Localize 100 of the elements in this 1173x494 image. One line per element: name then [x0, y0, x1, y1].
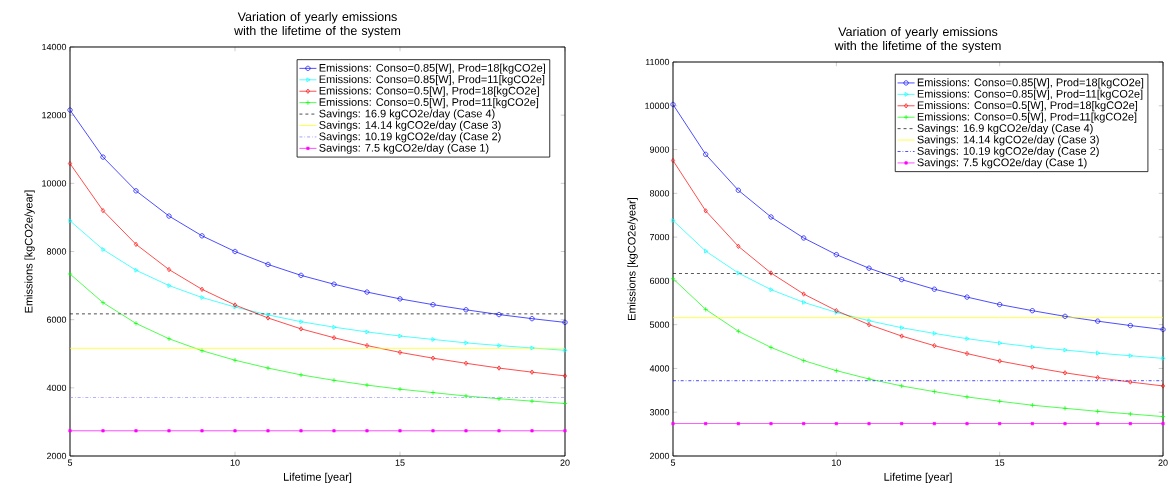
point [332, 324, 337, 330]
point [133, 320, 139, 326]
point [134, 241, 138, 247]
point [1030, 364, 1035, 370]
point [134, 429, 138, 433]
point [833, 252, 839, 258]
point [364, 382, 370, 388]
point [932, 422, 936, 426]
point [1030, 422, 1034, 426]
point [298, 372, 304, 378]
point [398, 333, 403, 339]
point [965, 422, 969, 426]
point [497, 429, 501, 433]
point [233, 429, 237, 433]
point [801, 235, 807, 241]
point [1063, 422, 1067, 426]
point [735, 187, 741, 193]
point [464, 360, 468, 366]
point [1029, 308, 1035, 314]
y-tick-label: 8000 [46, 248, 67, 255]
y-tick-label: 6000 [46, 316, 67, 323]
x-tick-label: 20 [560, 459, 570, 466]
point [134, 267, 139, 273]
point [200, 286, 204, 292]
point [932, 331, 937, 336]
point [530, 369, 534, 375]
point [997, 398, 1003, 404]
point [496, 312, 502, 318]
legend-label: Savings: 16.9 kgCO2e/day (Case 4) [917, 123, 1093, 135]
y-tick-label: 2000 [46, 452, 67, 460]
point [866, 265, 872, 271]
point [900, 422, 904, 426]
point [998, 340, 1003, 346]
point [332, 429, 336, 433]
point [398, 349, 402, 355]
point [101, 247, 106, 252]
point [671, 422, 675, 426]
point [1161, 422, 1165, 426]
point [899, 277, 905, 283]
point [365, 429, 369, 433]
point [932, 343, 937, 349]
point [736, 243, 741, 249]
x-tick-label: 10 [230, 459, 240, 466]
point [1128, 379, 1133, 385]
point [899, 383, 905, 389]
point [167, 283, 172, 288]
point [530, 429, 534, 433]
legend-label: Savings: 10.19 kgCO2e/day (Case 2) [319, 132, 501, 143]
point [331, 281, 337, 287]
legend-label: Savings: 14.14 kgCO2e/day (Case 3) [917, 135, 1099, 146]
point [463, 307, 469, 313]
point [101, 208, 105, 214]
point [200, 429, 204, 433]
point [431, 337, 436, 342]
point [497, 365, 501, 371]
point [397, 386, 403, 392]
point [834, 422, 838, 426]
legend-label: Savings: 7.5 kgCO2e/day (Case 1) [917, 158, 1087, 169]
legend-label: Emissions: Conso=0.5[W], Prod=11[kgCO2e] [917, 112, 1137, 123]
y-tick-label: 14000 [42, 43, 67, 51]
legend-label: Emissions: Conso=0.85[W], Prod=11[kgCO2e] [319, 75, 545, 86]
point [166, 336, 172, 342]
point [899, 333, 904, 339]
y-axis-title: Emissions [kgCO2e/year] [627, 197, 638, 320]
y-tick-label: 2000 [649, 452, 670, 460]
y-tick-label: 10000 [42, 180, 67, 187]
y-tick-label: 3000 [649, 409, 670, 416]
point [1029, 402, 1035, 408]
point [1063, 347, 1068, 353]
point [1096, 422, 1100, 426]
point [1095, 318, 1101, 324]
point [167, 267, 171, 273]
point [703, 151, 709, 157]
point [802, 300, 807, 305]
point [769, 287, 774, 292]
point [1095, 375, 1100, 381]
point [867, 318, 872, 323]
point [265, 261, 271, 267]
point [266, 429, 270, 433]
x-tick-label: 15 [995, 459, 1005, 466]
point [430, 302, 436, 308]
point [704, 422, 708, 426]
y-tick-label: 7000 [649, 233, 670, 241]
y-tick-label: 8000 [649, 190, 670, 197]
point [167, 429, 171, 433]
point [133, 188, 139, 194]
point [200, 295, 205, 300]
point [1096, 350, 1101, 356]
point [704, 248, 709, 254]
point [364, 289, 370, 295]
legend-label: Emissions: Conso=0.5[W], Prod=18[kgCO2e] [917, 101, 1138, 112]
point [703, 306, 709, 312]
point [530, 345, 535, 351]
point [735, 328, 741, 334]
point [1030, 344, 1035, 350]
point [1128, 353, 1133, 358]
point [997, 301, 1003, 308]
point [1063, 370, 1068, 376]
point [299, 326, 303, 332]
point [398, 429, 402, 433]
